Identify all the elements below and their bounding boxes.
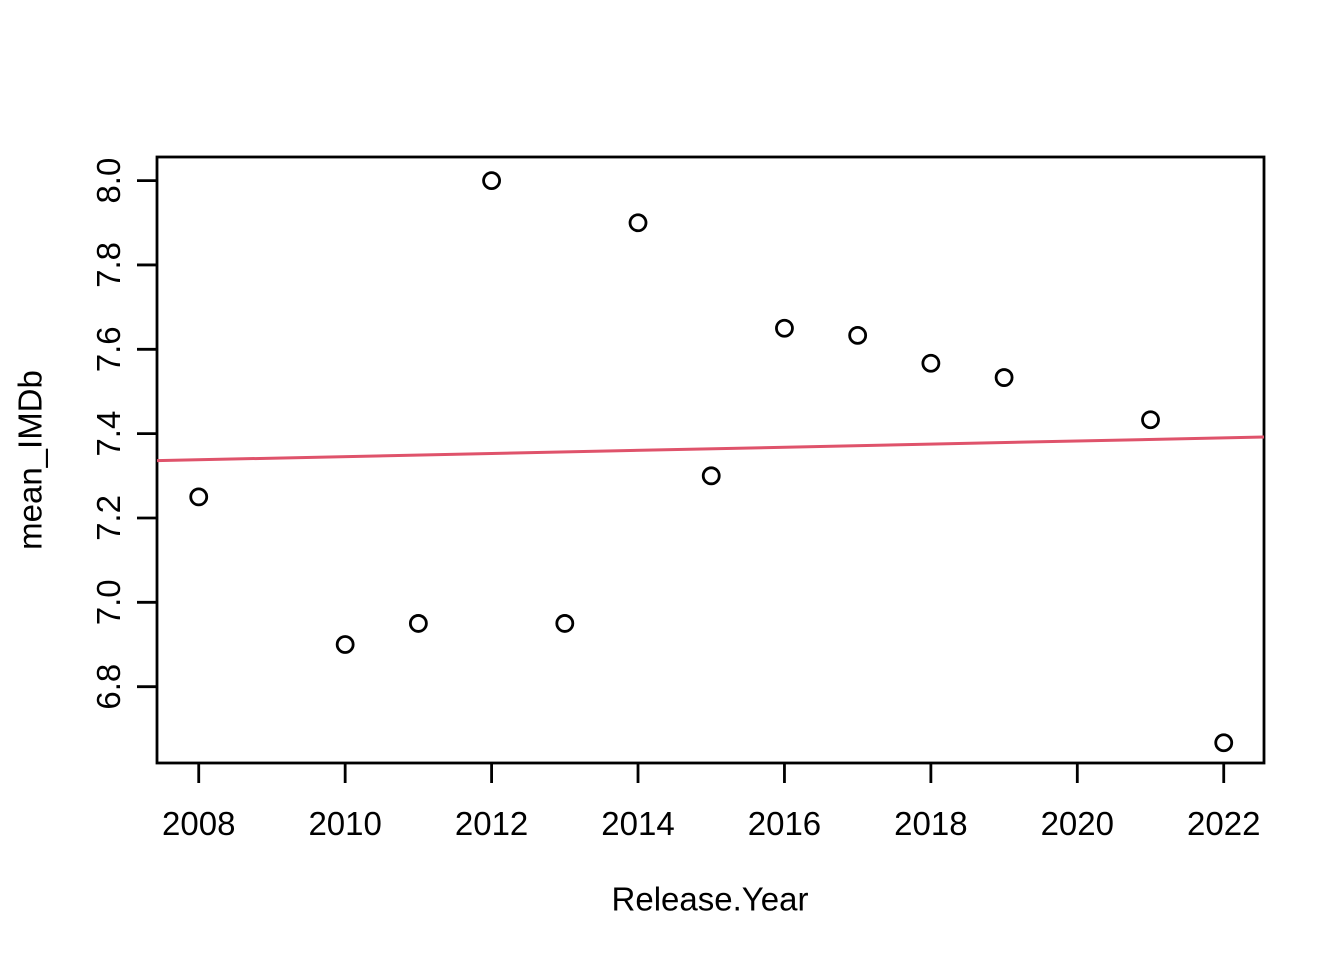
data-point — [921, 353, 941, 373]
y-tick-label: 7.8 — [90, 242, 127, 288]
data-point — [701, 466, 721, 486]
y-tick-label: 7.0 — [90, 579, 127, 625]
x-tick-label: 2010 — [308, 805, 381, 842]
data-point — [555, 614, 575, 633]
x-tick-label: 2016 — [748, 805, 821, 842]
plot-frame — [155, 155, 1266, 765]
data-point — [1141, 410, 1160, 430]
data-point — [1214, 733, 1234, 753]
x-tick-label: 2012 — [455, 805, 528, 842]
data-point — [628, 213, 648, 233]
x-tick-label: 2018 — [894, 805, 967, 842]
data-point — [408, 614, 428, 633]
y-axis-title: mean_IMDb — [11, 370, 49, 550]
data-point — [189, 487, 209, 507]
y-tick-label: 7.2 — [90, 495, 127, 541]
x-tick-label: 2022 — [1187, 805, 1260, 842]
y-tick-label: 6.8 — [90, 664, 127, 710]
regression-line — [156, 435, 1265, 463]
x-axis-title: Release.Year — [611, 880, 809, 918]
x-tick-label: 2008 — [162, 805, 235, 842]
x-tick-label: 2020 — [1041, 805, 1114, 842]
data-point — [994, 368, 1014, 387]
y-tick-label: 7.4 — [90, 411, 127, 457]
data-point — [482, 171, 501, 191]
y-tick-label: 7.6 — [90, 326, 127, 372]
data-point — [848, 325, 868, 345]
data-point — [335, 635, 355, 654]
data-point — [775, 318, 794, 338]
x-tick-label: 2014 — [601, 805, 674, 842]
y-tick-label: 8.0 — [90, 158, 127, 204]
